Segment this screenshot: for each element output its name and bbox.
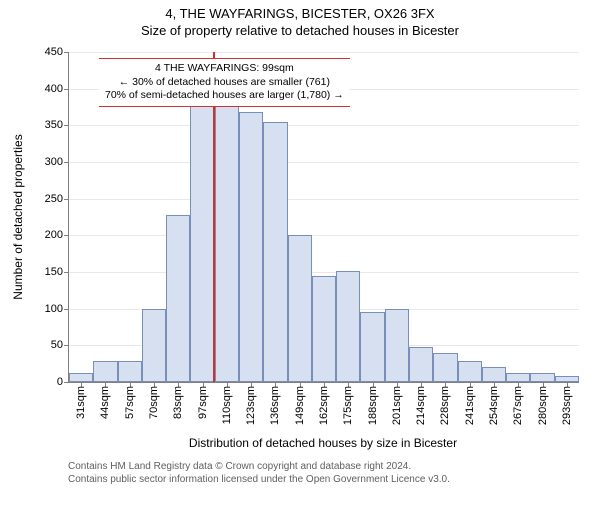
x-tick-label: 162sqm [318,386,330,425]
x-tick-label: 97sqm [197,386,209,419]
x-tick-label: 267sqm [512,386,524,425]
histogram-bar [93,361,117,382]
x-tick-label: 280sqm [537,386,549,425]
histogram-bar [142,309,166,382]
histogram-bar [69,373,93,382]
callout-line-2: ← 30% of detached houses are smaller (76… [105,76,344,90]
histogram-bar [190,103,214,382]
y-tick-label: 200 [45,229,69,241]
histogram-bar [530,373,554,382]
y-axis-title: Number of detached properties [11,134,25,299]
gridline [69,272,579,273]
histogram-bar [360,312,384,382]
histogram-bar [409,347,433,382]
x-tick-label: 110sqm [221,386,233,424]
histogram-bar [166,215,190,382]
callout-line-1: 4 THE WAYFARINGS: 99sqm [105,62,344,76]
y-tick-label: 300 [45,156,69,168]
gridline [69,52,579,53]
chart-footer: Contains HM Land Registry data © Crown c… [68,460,450,486]
x-tick-label: 44sqm [99,386,111,419]
y-tick-label: 450 [45,46,69,58]
x-tick-label: 188sqm [367,386,379,425]
x-tick-label: 31sqm [75,386,87,419]
chart-title-sub: Size of property relative to detached ho… [0,23,600,38]
histogram-bar [506,373,530,382]
plot-area: 05010015020025030035040045031sqm44sqm57s… [68,52,579,383]
x-axis-title: Distribution of detached houses by size … [189,436,457,450]
chart-container: 4, THE WAYFARINGS, BICESTER, OX26 3FX Si… [0,6,600,506]
histogram-bar [336,271,360,382]
x-tick-label: 175sqm [342,386,354,425]
x-tick-label: 228sqm [439,386,451,425]
histogram-bar [215,97,239,382]
histogram-bar [482,367,506,382]
x-tick-label: 136sqm [269,386,281,425]
x-tick-label: 83sqm [172,386,184,419]
y-tick-label: 400 [45,83,69,95]
gridline [69,162,579,163]
chart-title-main: 4, THE WAYFARINGS, BICESTER, OX26 3FX [0,6,600,21]
histogram-bar [312,276,336,382]
y-tick-label: 150 [45,266,69,278]
property-callout: 4 THE WAYFARINGS: 99sqm← 30% of detached… [99,58,350,107]
x-tick-label: 254sqm [488,386,500,425]
gridline [69,235,579,236]
y-tick-label: 250 [45,193,69,205]
y-tick-label: 0 [57,376,69,388]
histogram-bar [458,361,482,382]
histogram-bar [433,353,457,382]
gridline [69,199,579,200]
gridline [69,125,579,126]
x-tick-label: 123sqm [245,386,257,425]
y-tick-label: 350 [45,119,69,131]
histogram-bar [118,361,142,382]
x-tick-label: 293sqm [561,386,573,425]
histogram-bar [263,122,287,382]
x-tick-label: 241sqm [464,386,476,425]
footer-line-2: Contains public sector information licen… [68,473,450,486]
x-tick-label: 149sqm [294,386,306,425]
histogram-bar [239,112,263,382]
x-tick-label: 70sqm [148,386,160,419]
histogram-bar [288,235,312,382]
x-tick-label: 201sqm [391,386,403,425]
callout-line-3: 70% of semi-detached houses are larger (… [105,89,344,103]
y-tick-label: 50 [51,339,69,351]
footer-line-1: Contains HM Land Registry data © Crown c… [68,460,450,473]
x-tick-label: 57sqm [124,386,136,419]
x-tick-label: 214sqm [415,386,427,425]
y-tick-label: 100 [45,303,69,315]
histogram-bar [385,309,409,382]
